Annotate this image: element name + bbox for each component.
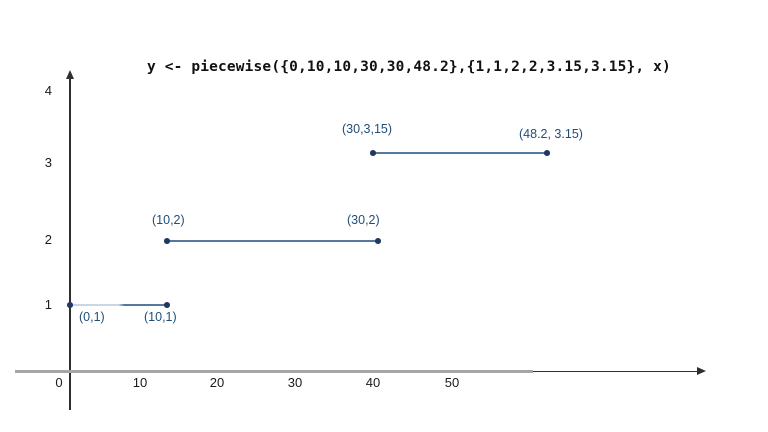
data-point (67, 302, 73, 308)
data-point (164, 302, 170, 308)
data-point (164, 238, 170, 244)
point-label: (48.2, 3.15) (519, 127, 583, 141)
point-label: (10,2) (152, 213, 185, 227)
x-axis-arrowhead-icon (697, 367, 706, 375)
y-tick-label: 1 (44, 297, 52, 312)
x-axis (533, 370, 698, 373)
point-label: (10,1) (144, 310, 177, 324)
piecewise-segment-1 (70, 304, 167, 306)
plot-title: y <- piecewise({0,10,10,30,30,48.2},{1,1… (147, 59, 671, 75)
y-tick-label: 4 (44, 83, 52, 98)
y-tick-label: 3 (44, 155, 52, 170)
point-label: (0,1) (79, 310, 105, 324)
y-tick-label: 2 (44, 232, 52, 247)
x-tick-label: 30 (287, 375, 303, 390)
x-tick-label: 10 (132, 375, 148, 390)
x-tick-label: 50 (444, 375, 460, 390)
x-tick-label: 40 (365, 375, 381, 390)
point-label: (30,2) (347, 213, 380, 227)
y-axis-arrowhead-icon (65, 70, 74, 79)
data-point (370, 150, 376, 156)
y-axis (69, 78, 71, 410)
piecewise-segment-2 (167, 240, 378, 242)
x-axis-gray-segment (15, 369, 533, 373)
data-point (375, 238, 381, 244)
point-label: (30,3,15) (342, 122, 393, 136)
x-tick-label: 20 (209, 375, 225, 390)
origin-tick-label: 0 (55, 375, 63, 390)
piecewise-segment-3 (373, 152, 547, 154)
data-point (544, 150, 550, 156)
